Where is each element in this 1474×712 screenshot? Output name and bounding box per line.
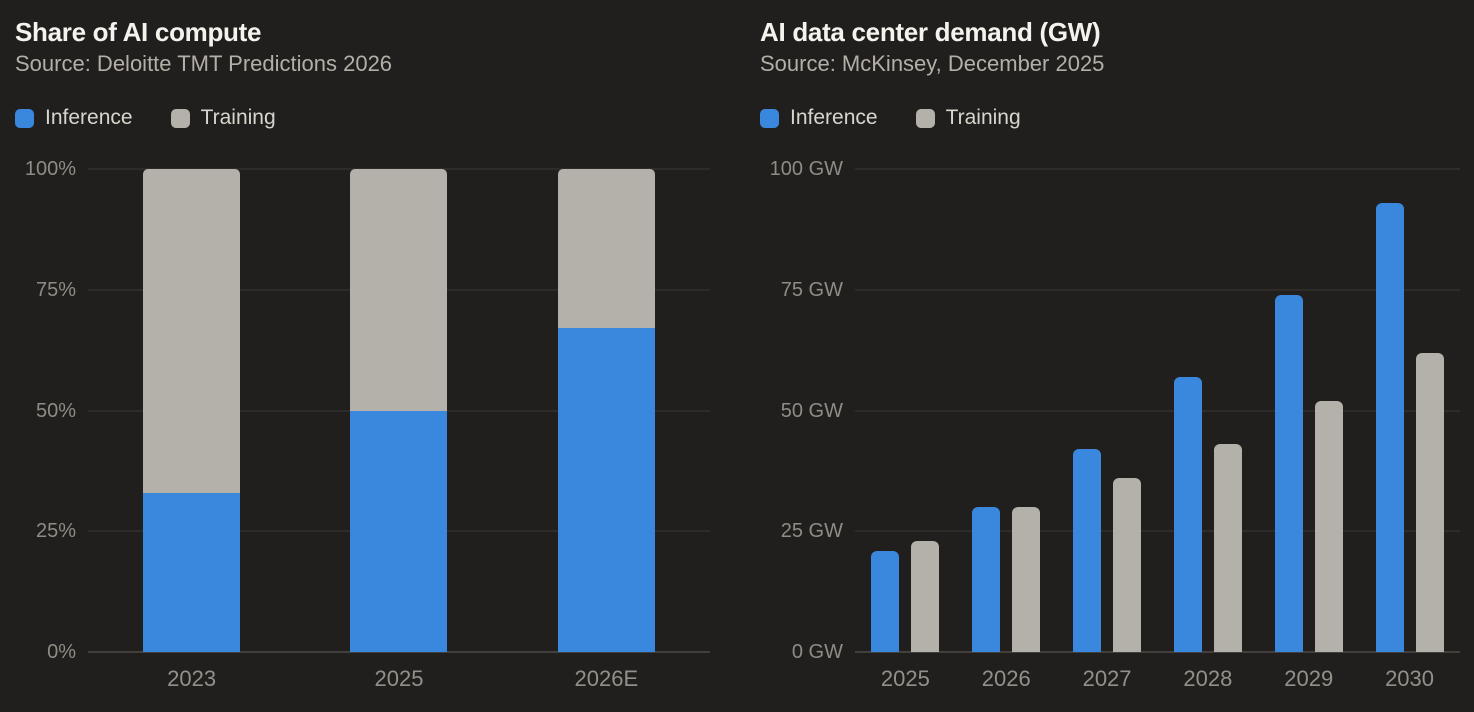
training-swatch-icon <box>915 108 935 128</box>
legend-item-training: Training <box>170 106 276 130</box>
bar-group-2025 <box>350 169 448 652</box>
legend-label-inference: Inference <box>45 106 133 129</box>
x-tick-label: 2025 <box>374 666 424 691</box>
bar-2025-inference <box>871 550 900 652</box>
gridline <box>855 409 1460 412</box>
bar-group-2023 <box>143 169 241 652</box>
y-tick-label: 100% <box>24 158 76 180</box>
bar-2030-inference <box>1375 202 1404 652</box>
y-tick-label: 25% <box>35 520 76 543</box>
y-tick-label: 75 GW <box>780 278 843 301</box>
plot-area <box>855 168 1460 653</box>
bar-group-2030 <box>1375 169 1444 652</box>
y-tick-label: 25 GW <box>780 520 843 543</box>
y-tick-label: 50 GW <box>780 399 843 422</box>
legend-label-inference: Inference <box>790 106 878 129</box>
x-axis-baseline <box>855 651 1460 653</box>
legend-label-training: Training <box>945 106 1021 129</box>
legend: Inference Training <box>15 106 276 130</box>
legend-item-training: Training <box>915 106 1021 130</box>
chart-source: Source: McKinsey, December 2025 <box>760 51 1105 76</box>
bar-2026E-inference <box>557 328 655 652</box>
bar-2025-training <box>350 169 448 411</box>
plot-area <box>88 168 710 653</box>
bar-2025-inference <box>350 410 448 652</box>
y-tick-label: 0 GW <box>791 641 843 663</box>
x-axis: 2025 2026 2027 2028 2029 2030 <box>855 666 1460 692</box>
gridline <box>855 168 1460 170</box>
bar-2029-training <box>1314 400 1343 652</box>
legend-item-inference: Inference <box>15 106 133 130</box>
x-axis: 2023 2025 2026E <box>88 666 710 692</box>
chart-title: Share of AI compute <box>15 17 262 47</box>
bar-group-2026 <box>972 169 1041 652</box>
bar-group-2027 <box>1073 169 1142 652</box>
x-tick-label: 2028 <box>1183 666 1233 691</box>
bar-2026E-training <box>557 169 655 329</box>
plot-frame: 0% 25% 50% 75% 100% <box>14 158 710 663</box>
bar-group-2028 <box>1173 169 1242 652</box>
inference-swatch-icon <box>15 108 34 128</box>
bar-group-2026E <box>557 169 655 652</box>
bar-2027-inference <box>1073 449 1102 652</box>
bar-group-2025 <box>871 169 940 652</box>
x-tick-label: 2026 <box>981 666 1031 691</box>
bar-2026-training <box>1012 507 1041 652</box>
gridline <box>855 530 1460 533</box>
legend-item-inference: Inference <box>760 106 878 130</box>
x-tick-label: 2025 <box>880 666 930 691</box>
chart-title: AI data center demand (GW) <box>760 17 1101 47</box>
training-swatch-icon <box>170 108 190 128</box>
y-tick-label: 50% <box>35 399 76 422</box>
bar-group-2029 <box>1274 169 1343 652</box>
x-tick-label: 2027 <box>1082 666 1132 691</box>
y-tick-label: 75% <box>35 278 76 301</box>
chart-panel-share-of-ai-compute: Share of AI compute Source: Deloitte TMT… <box>14 17 710 692</box>
chart-panel-ai-data-center-demand: AI data center demand (GW) Source: McKin… <box>737 0 1474 712</box>
bar-2027-training <box>1113 478 1142 652</box>
gridline <box>855 288 1460 291</box>
bar-2029-inference <box>1274 294 1303 652</box>
plot-frame: 0 GW 25 GW 50 GW 75 GW 100 GW <box>760 158 1460 663</box>
bar-2023-inference <box>143 492 241 652</box>
y-axis: 0 GW 25 GW 50 GW 75 GW 100 GW <box>760 158 843 663</box>
y-tick-label: 100 GW <box>769 158 843 180</box>
bar-2023-training <box>143 169 241 493</box>
legend-label-training: Training <box>200 106 276 129</box>
legend: Inference Training <box>760 106 1021 130</box>
x-axis-baseline <box>88 651 710 653</box>
y-axis: 0% 25% 50% 75% 100% <box>14 158 76 663</box>
x-tick-label: 2023 <box>167 666 217 691</box>
bar-2028-training <box>1213 444 1242 652</box>
x-tick-label: 2029 <box>1284 666 1334 691</box>
x-tick-label: 2026E <box>574 666 639 691</box>
bar-2025-training <box>911 540 940 652</box>
bar-2028-inference <box>1173 376 1202 652</box>
inference-swatch-icon <box>760 108 779 128</box>
bar-2030-training <box>1415 352 1444 652</box>
x-tick-label: 2030 <box>1385 666 1435 691</box>
chart-source: Source: Deloitte TMT Predictions 2026 <box>15 51 393 76</box>
y-tick-label: 0% <box>47 641 76 663</box>
bar-2026-inference <box>972 507 1001 652</box>
